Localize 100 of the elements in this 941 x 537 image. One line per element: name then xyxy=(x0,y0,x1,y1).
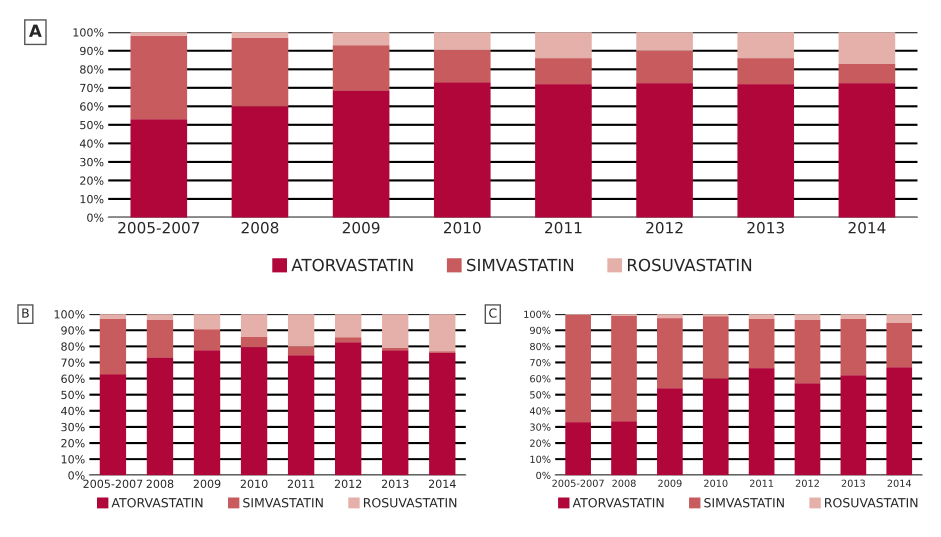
y-tick-label: 100% xyxy=(74,28,104,37)
bar xyxy=(332,32,390,46)
y-tick-label: 0% xyxy=(87,213,104,222)
x-tick-label: 2008 xyxy=(146,480,174,488)
bar xyxy=(240,314,268,337)
bar xyxy=(382,314,408,348)
y-tick-label: 0% xyxy=(536,472,550,480)
bar xyxy=(535,58,592,84)
x-tick-label: 2013 xyxy=(382,480,408,488)
bar xyxy=(382,348,408,350)
bar xyxy=(100,318,126,375)
bar xyxy=(194,329,220,350)
x-tick-label: 2014 xyxy=(848,222,886,234)
bar xyxy=(194,350,220,476)
x-tick-label: 2008 xyxy=(612,480,636,487)
legend-label: SIMVASTATIN xyxy=(243,498,323,508)
x-tick-label: 2010 xyxy=(444,222,481,234)
bar xyxy=(535,32,592,58)
y-tick-label: 70% xyxy=(530,358,550,366)
bar xyxy=(838,32,896,64)
y-tick-label: 100% xyxy=(524,310,550,318)
y-tick-label: 40% xyxy=(530,407,550,415)
x-tick-label: 2013 xyxy=(747,222,784,234)
bar xyxy=(434,32,491,50)
y-tick-label: 10% xyxy=(80,194,104,204)
bar xyxy=(240,336,268,348)
bar xyxy=(840,318,866,376)
bar xyxy=(434,50,491,82)
x-tick-label: 2005-2007 xyxy=(83,480,142,488)
bar xyxy=(748,318,774,368)
bar xyxy=(702,316,729,379)
y-tick-label: 30% xyxy=(530,423,550,431)
bar xyxy=(130,32,188,36)
y-tick-label: 10% xyxy=(62,455,85,464)
legend-label: ROSUVASTATIN xyxy=(825,498,918,508)
y-tick-label: 90% xyxy=(80,46,104,56)
bar xyxy=(737,58,794,84)
bar xyxy=(429,314,456,352)
x-tick-label: 2005-2007 xyxy=(552,480,604,487)
y-tick-label: 90% xyxy=(61,326,85,335)
bar xyxy=(565,314,591,422)
bar xyxy=(232,38,288,106)
bar xyxy=(100,314,126,319)
x-tick-label: 2012 xyxy=(796,480,819,487)
bar xyxy=(838,64,896,84)
x-tick-label: 2010 xyxy=(704,480,728,487)
bar xyxy=(840,314,866,319)
y-tick-label: 60% xyxy=(80,102,104,111)
legend-label: ATORVASTATIN xyxy=(112,498,202,508)
y-tick-label: 30% xyxy=(80,158,104,166)
bar xyxy=(535,84,592,218)
x-tick-label: 2014 xyxy=(428,480,456,488)
y-tick-label: 20% xyxy=(61,439,85,448)
y-tick-label: 50% xyxy=(80,120,104,130)
bar xyxy=(130,119,188,218)
x-tick-label: 2012 xyxy=(646,222,682,234)
y-tick-label: 70% xyxy=(80,84,104,92)
bar xyxy=(636,32,693,51)
x-tick-label: 2009 xyxy=(658,480,682,487)
bar xyxy=(737,32,794,58)
bar xyxy=(657,318,683,388)
bar xyxy=(146,320,174,358)
bar xyxy=(702,378,729,476)
y-tick-label: 80% xyxy=(61,342,85,351)
bar xyxy=(240,347,268,476)
bar xyxy=(332,90,390,218)
bar xyxy=(886,314,912,324)
y-tick-label: 10% xyxy=(530,456,550,463)
x-tick-label: 2005-2007 xyxy=(118,222,200,234)
x-tick-label: 2014 xyxy=(888,480,912,487)
bar xyxy=(794,383,820,476)
chart-title: C xyxy=(489,308,496,318)
bar xyxy=(334,342,362,476)
bar xyxy=(100,374,126,476)
bar xyxy=(886,323,912,368)
legend-label: ATORVASTATIN xyxy=(572,498,664,508)
y-tick-label: 50% xyxy=(530,391,550,399)
bar xyxy=(840,375,866,476)
bar xyxy=(794,314,820,320)
x-tick-label: 2012 xyxy=(334,480,362,488)
x-tick-label: 2013 xyxy=(842,480,865,487)
x-tick-label: 2011 xyxy=(545,222,582,234)
bar xyxy=(288,355,314,476)
chart-title: B xyxy=(22,308,29,318)
bar xyxy=(288,314,314,346)
bar xyxy=(434,82,491,218)
y-tick-label: 70% xyxy=(61,358,85,367)
legend-label: ATORVASTATIN xyxy=(291,258,413,272)
y-tick-label: 40% xyxy=(61,406,85,416)
bar xyxy=(657,388,683,476)
bar xyxy=(636,50,693,84)
y-tick-label: 80% xyxy=(80,65,104,74)
bar xyxy=(194,314,220,330)
bar xyxy=(737,84,794,218)
y-tick-label: 0% xyxy=(68,471,85,480)
bar xyxy=(288,346,314,356)
legend-label: ROSUVASTATIN xyxy=(628,258,752,272)
bar xyxy=(146,358,174,476)
bar xyxy=(794,320,820,384)
x-tick-label: 2011 xyxy=(750,480,774,487)
